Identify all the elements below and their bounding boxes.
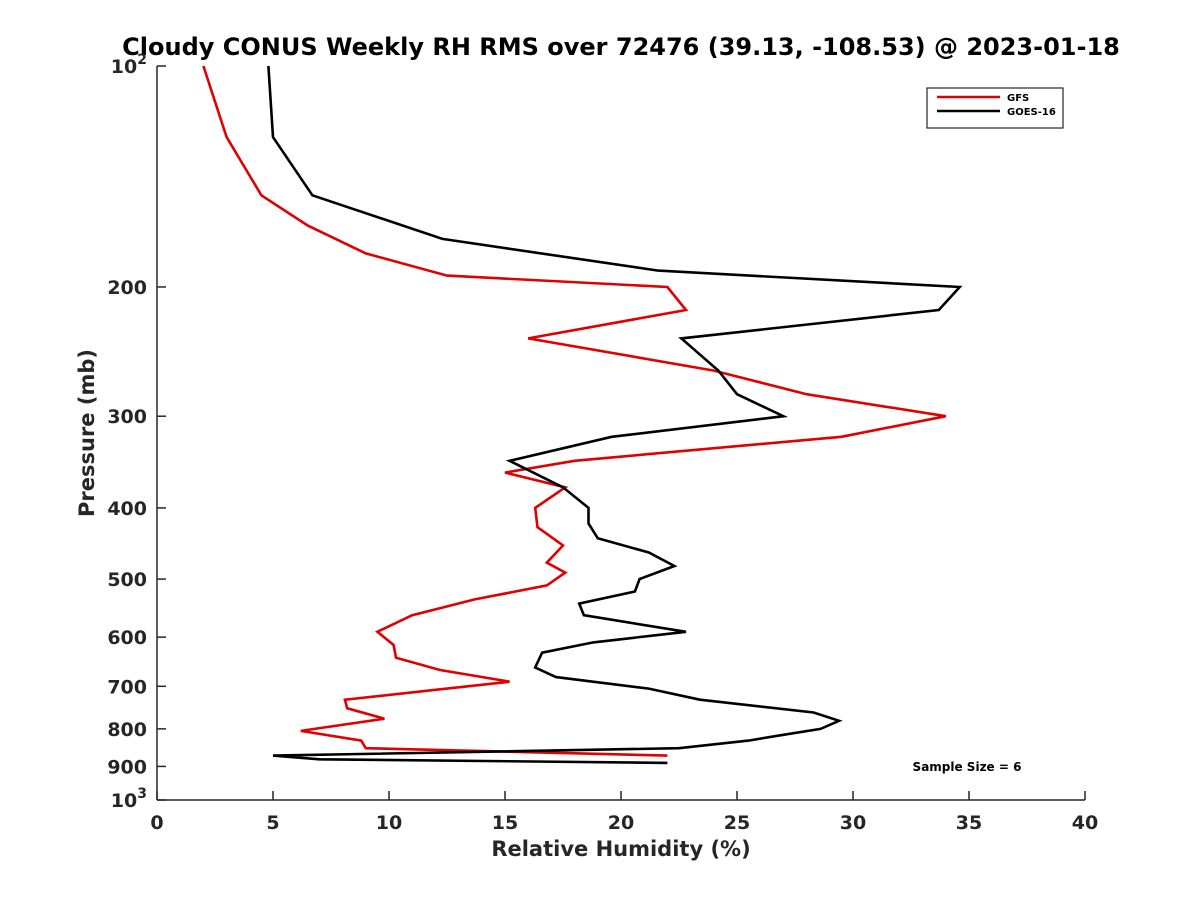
y-tick-label: 500 [107,569,147,591]
y-axis-label: Pressure (mb) [75,349,99,517]
y-tick-label: 800 [107,719,147,741]
annotations: Sample Size = 6 [913,760,1022,774]
series-layer [202,65,963,765]
x-tick-label: 15 [492,812,518,834]
legend: GFS GOES-16 [926,87,1064,129]
series-line-goes-16 [267,65,963,765]
y-tick-label: 400 [107,498,147,520]
x-tick-label: 0 [150,812,163,834]
x-tick-label: 40 [1072,812,1098,834]
x-tick-label: 5 [266,812,279,834]
x-tick-label: 10 [376,812,402,834]
y-tick-label: 900 [107,756,147,778]
chart-title: Cloudy CONUS Weekly RH RMS over 72476 (3… [122,33,1120,61]
y-tick-exponent: 2 [137,52,147,68]
x-tick-label: 35 [956,812,982,834]
sample-size-annotation: Sample Size = 6 [913,760,1022,774]
y-tick-label: 600 [107,627,147,649]
x-axis-label: Relative Humidity (%) [491,837,750,861]
y-tick-label: 700 [107,676,147,698]
y-tick-label: 200 [107,277,147,299]
legend-box [926,87,1064,129]
legend-label: GFS [1007,93,1029,104]
x-axis: 0 5 10 15 20 25 30 35 40 [150,791,1098,834]
series-line-gfs [202,65,947,757]
x-tick-label: 25 [724,812,750,834]
x-tick-label: 30 [840,812,866,834]
y-tick-exponent: 3 [137,786,147,802]
x-tick-label: 20 [608,812,634,834]
y-tick-label: 300 [107,406,147,428]
legend-label: GOES-16 [1007,107,1056,118]
